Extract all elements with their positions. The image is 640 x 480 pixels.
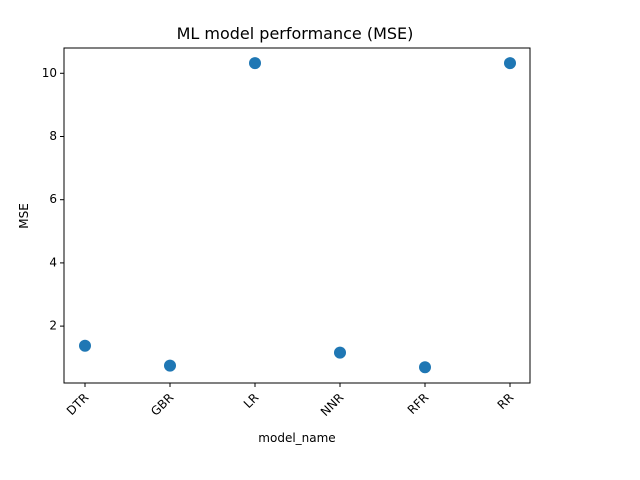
data-point-rfr [419,361,431,374]
data-point-gbr [164,359,176,372]
y-axis-ticks: 2 4 6 8 10 [42,66,64,333]
chart-title: ML model performance (MSE) [177,24,414,43]
x-tick-label: RFR [405,390,432,417]
x-axis-label: model_name [258,431,335,445]
x-tick-label: GBR [148,390,176,418]
axes-frame [63,47,531,384]
data-point-nnr [334,346,346,359]
data-points [79,57,516,374]
x-tick-label: LR [241,390,262,411]
x-tick-label: RR [495,390,517,412]
data-point-dtr [79,339,91,352]
x-tick-label: NNR [318,390,346,418]
y-tick-label: 10 [42,66,57,80]
y-tick-label: 8 [49,129,57,143]
y-tick-label: 2 [49,319,57,333]
x-axis-ticks: DTR GBR LR NNR RFR RR [64,383,517,419]
y-axis-label: MSE [17,203,31,229]
x-tick-label: DTR [64,390,92,418]
data-point-rr [504,57,516,70]
y-tick-label: 4 [49,255,57,269]
plot-area [64,48,530,383]
data-point-lr [249,57,261,70]
y-tick-label: 6 [49,192,57,206]
